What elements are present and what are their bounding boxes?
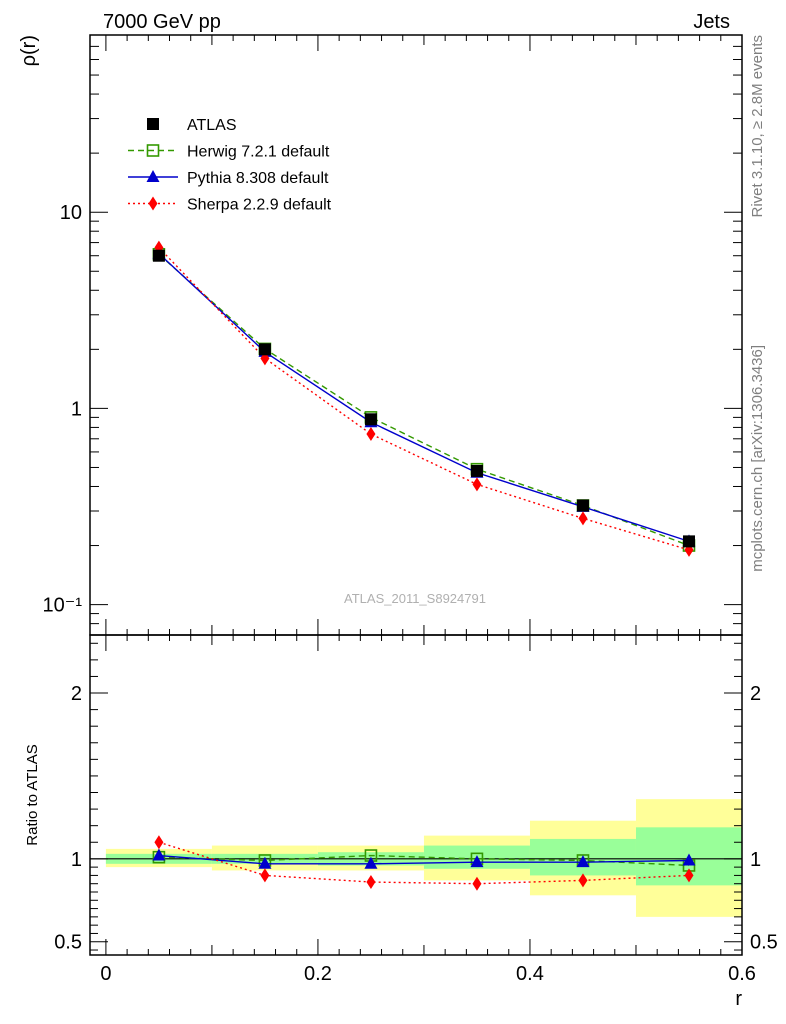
legend-herwig-marker [146, 144, 160, 157]
ratio-y-axis-title: Ratio to ATLAS [24, 744, 41, 845]
main-series [152, 240, 696, 557]
sherpa-point [472, 477, 482, 492]
ratio-frame [89, 634, 743, 956]
sherpa-ratio-point [684, 868, 694, 883]
side-text-bottom: mcplots.cern.ch [arXiv:1306.3436] [749, 345, 766, 572]
herwig-line [158, 253, 690, 547]
pythia-ratio-point [152, 848, 166, 861]
legend: ATLAS Herwig 7.2.1 default Pythia 8.308 de… [128, 117, 332, 214]
pythia-ratio-point [364, 856, 378, 869]
legend-sherpa-marker [148, 196, 158, 211]
sherpa-ratio-point [366, 875, 376, 890]
main-y-tick-label: 10 [60, 202, 82, 224]
pythia-ratio-line [158, 854, 690, 865]
ratio-series [152, 835, 696, 891]
sherpa-ratio-point [472, 876, 482, 891]
watermark: ATLAS_2011_S8924791 [344, 591, 486, 606]
x-tick-label: 0.4 [516, 963, 544, 985]
atlas-point [682, 535, 695, 548]
legend-herwig-label: Herwig 7.2.1 default [187, 144, 330, 161]
x-axis-title: r [735, 988, 742, 1010]
pythia-ratio-point [682, 853, 696, 866]
ratio-y-tick-label-left: 1 [71, 849, 82, 871]
axis-ticks [90, 34, 743, 955]
legend-atlas-label: ATLAS [187, 117, 237, 134]
x-tick-label: 0 [100, 963, 111, 985]
x-tick-label: 0.6 [728, 963, 756, 985]
pythia-ratio-point [576, 855, 590, 868]
sherpa-line [158, 247, 690, 551]
atlas-point [258, 343, 271, 356]
x-tick-label: 0.2 [304, 963, 332, 985]
side-text-top: Rivet 3.1.10, ≥ 2.8M events [749, 35, 766, 218]
header-left: 7000 GeV pp [103, 11, 221, 33]
atlas-point [152, 249, 165, 262]
legend-pythia-label: Pythia 8.308 default [187, 170, 329, 187]
atlas-point [576, 499, 589, 512]
sherpa-ratio-point [260, 868, 270, 883]
main-y-axis-title: ρ(r) [18, 35, 40, 66]
ratio-y-tick-label-left: 0.5 [54, 932, 82, 954]
sherpa-ratio-point [154, 835, 164, 850]
pythia-ratio-point [258, 856, 272, 869]
header-right: Jets [693, 11, 730, 33]
ratio-y-tick-label-right: 2 [750, 683, 761, 705]
ratio-y-tick-label-left: 2 [71, 683, 82, 705]
sherpa-ratio-point [578, 873, 588, 888]
main-y-tick-label: 1 [71, 398, 82, 420]
atlas-point [470, 464, 483, 477]
legend-atlas-marker [147, 118, 159, 130]
legend-sherpa-label: Sherpa 2.2.9 default [187, 197, 332, 214]
ratio-y-tick-label-right: 1 [750, 849, 761, 871]
ratio-y-tick-label-right: 0.5 [750, 932, 778, 954]
legend-pythia-marker [146, 170, 160, 182]
sherpa-ratio-line [158, 841, 690, 885]
main-y-tick-label: 10⁻¹ [43, 595, 83, 617]
pythia-ratio-point [470, 855, 484, 868]
sherpa-point [366, 427, 376, 442]
axis-labels: 10⁻¹ 1 10 0.5 0.5 1 1 2 2 0 0.2 0.4 0.6 [43, 202, 778, 985]
sherpa-point [578, 511, 588, 526]
pythia-line [158, 253, 690, 543]
atlas-point [364, 413, 377, 426]
